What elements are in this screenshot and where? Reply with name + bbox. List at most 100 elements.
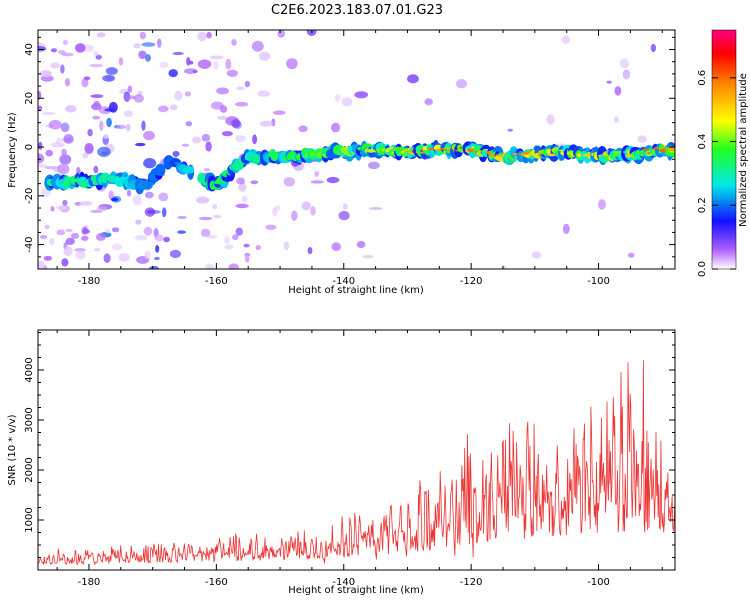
heatmap-cell	[236, 177, 245, 185]
heatmap-cell	[154, 234, 164, 242]
heatmap-cell	[45, 149, 54, 157]
heatmap-cell	[243, 243, 250, 248]
heatmap-cell	[206, 31, 212, 39]
heatmap-cell	[307, 246, 313, 255]
heatmap-cell	[228, 263, 239, 269]
heatmap-cell	[118, 253, 130, 262]
heatmap-cell	[235, 227, 243, 236]
heatmap-cell	[614, 86, 622, 96]
heatmap-cell	[144, 250, 151, 260]
heatmap-cell	[105, 67, 118, 76]
heatmap-cell	[74, 43, 86, 53]
heatmap-cell	[562, 223, 570, 234]
heatmap-cell	[135, 142, 146, 147]
heatmap-cell	[258, 51, 271, 62]
heatmap-cell	[99, 120, 104, 132]
spectrogram-heatmap	[38, 30, 675, 269]
heatmap-cell	[455, 79, 467, 89]
heatmap-cell	[257, 90, 271, 97]
heatmap-cell	[286, 58, 298, 70]
heatmap-cell	[206, 235, 218, 239]
heatmap-cell	[64, 78, 71, 87]
heatmap-cell	[196, 196, 210, 204]
heatmap-cell	[172, 51, 184, 56]
heatmap-cell	[155, 245, 160, 253]
x-tick-label: -180	[78, 276, 101, 287]
heatmap-cell	[213, 60, 219, 70]
heatmap-cell	[93, 165, 99, 174]
heatmap-cell	[75, 250, 86, 260]
heatmap-cell	[273, 110, 286, 116]
heatmap-cell	[50, 206, 55, 212]
y-tick-label: 3000	[24, 407, 35, 432]
colorbar-tick-label: 0.4	[697, 134, 708, 150]
heatmap-cell	[104, 108, 116, 112]
spectrogram-panel: -180 -160 -140 -120 -100 -40 -20 0 20 40 Height o…	[7, 29, 676, 296]
heatmap-cell	[139, 31, 147, 40]
x-tick-label: -160	[205, 577, 228, 588]
heatmap-cell	[38, 141, 43, 150]
heatmap-cell	[169, 104, 178, 111]
y-tick-label: 40	[24, 43, 35, 56]
heatmap-cell	[87, 128, 93, 137]
colorbar-ticks: 0.0 0.2 0.4 0.6	[697, 70, 736, 277]
heatmap-cell	[56, 229, 66, 236]
heatmap-cell	[125, 123, 131, 132]
heatmap-cell	[169, 249, 181, 259]
heatmap-cell	[81, 78, 89, 88]
heatmap-cell	[108, 190, 114, 201]
heatmap-cell	[231, 38, 237, 46]
heatmap-cell	[298, 125, 308, 133]
heatmap-cell	[38, 105, 43, 112]
heatmap-cell	[110, 197, 119, 202]
heatmap-cell	[60, 122, 70, 133]
heatmap-cell	[155, 166, 165, 172]
snr-series-line	[38, 360, 675, 566]
heatmap-cell	[111, 227, 120, 233]
heatmap-cell	[74, 247, 86, 252]
y-tick-label: 0	[24, 144, 35, 150]
colorbar-tick-label: 0.2	[697, 197, 708, 213]
heatmap-cell	[76, 167, 81, 175]
heatmap-cell	[265, 224, 277, 230]
heatmap-cell	[138, 50, 147, 60]
heatmap-cell	[65, 105, 77, 113]
heatmap-cell	[168, 69, 178, 78]
heatmap-cell	[204, 263, 215, 269]
heatmap-cell	[186, 57, 191, 66]
heatmap-cell	[48, 119, 62, 130]
heatmap-cell	[185, 121, 193, 127]
heatmap-cell	[244, 254, 250, 263]
colorbar-tick-label: 0.0	[697, 261, 708, 277]
heatmap-cell	[283, 176, 295, 187]
heatmap-cell	[314, 170, 320, 177]
heatmap-cell	[255, 244, 261, 251]
heatmap-cell	[252, 134, 258, 145]
heatmap-cell	[326, 176, 340, 184]
heatmap-cell	[236, 86, 245, 90]
heatmap-cell	[250, 180, 259, 185]
heatmap-cell	[162, 207, 167, 218]
x-tick-label: -180	[78, 577, 101, 588]
colorbar: 0.0 0.2 0.4 0.6 Normalized spectral amplitu…	[697, 29, 749, 277]
heatmap-cell	[96, 32, 106, 38]
heatmap-cell	[198, 216, 213, 221]
colorbar-gradient	[711, 29, 737, 270]
heatmap-cell	[212, 203, 218, 210]
heatmap-cell	[57, 163, 70, 175]
heatmap-cell	[60, 64, 65, 74]
heatmap-cell	[104, 228, 111, 234]
y-tick-label: -20	[24, 188, 35, 204]
heatmap-cell	[667, 147, 675, 151]
colorbar-label: Normalized spectral amplitude	[738, 73, 749, 227]
heatmap-cell	[174, 90, 183, 101]
heatmap-cell	[172, 150, 180, 157]
heatmap-cell	[58, 50, 66, 55]
x-tick-label: -140	[332, 577, 355, 588]
heatmap-cell	[38, 153, 45, 164]
heatmap-cell	[82, 152, 89, 159]
heatmap-cell	[232, 234, 239, 241]
heatmap-cell	[301, 201, 311, 211]
x-tick-label: -160	[205, 276, 228, 287]
